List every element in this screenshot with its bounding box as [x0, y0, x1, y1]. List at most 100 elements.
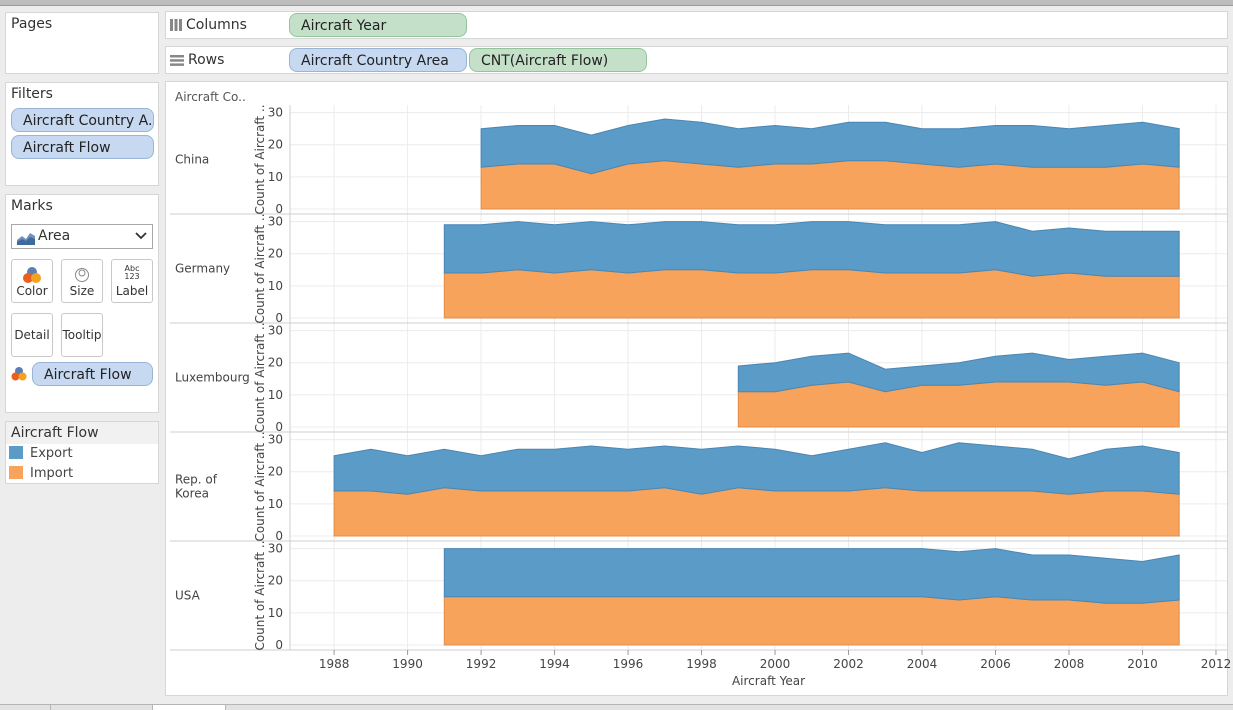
tooltip-button[interactable]: Tooltip	[61, 313, 103, 357]
y-tick-label: 0	[275, 311, 283, 325]
y-tick-label: 10	[268, 170, 283, 184]
y-axis-label: Count of Aircraft ..	[253, 322, 267, 432]
area-export[interactable]	[443, 548, 1180, 604]
x-tick-label: 2002	[833, 657, 864, 671]
sheet-tab-bar	[0, 704, 1233, 710]
marks-color-pill[interactable]: Aircraft Flow	[32, 362, 153, 386]
area-export[interactable]	[480, 118, 1180, 175]
y-tick-label: 0	[275, 638, 283, 652]
rows-shelf-label: Rows	[170, 47, 288, 73]
x-tick-label: 2006	[980, 657, 1011, 671]
y-tick-label: 30	[268, 324, 283, 338]
mark-type-value: Area	[38, 228, 71, 244]
y-tick-label: 0	[275, 529, 283, 543]
y-tick-label: 10	[268, 388, 283, 402]
y-axis-label: Count of Aircraft ..	[253, 431, 267, 541]
tooltip-button-label: Tooltip	[62, 328, 102, 342]
sheet-tab[interactable]	[50, 705, 51, 710]
x-tick-label: 2008	[1054, 657, 1085, 671]
panel-3: 0 10 20 30 Rep. of Korea Count of Aircraft ..	[170, 431, 1227, 543]
y-tick-label: 10	[268, 279, 283, 293]
pages-title: Pages	[11, 16, 53, 32]
mark-type-dropdown[interactable]: Area	[11, 224, 153, 249]
detail-button-label: Detail	[14, 328, 50, 342]
x-tick-label: 1988	[319, 657, 350, 671]
panel-4: 0 10 20 30 USA Count of Aircraft ..	[170, 540, 1227, 652]
area-import[interactable]	[443, 596, 1180, 646]
columns-shelf-label: Columns	[170, 12, 288, 38]
chevron-down-icon	[135, 226, 147, 254]
row-country-label: China	[175, 153, 209, 167]
x-tick-label: 1990	[392, 657, 423, 671]
rows-pill-country-area[interactable]: Aircraft Country Area	[289, 48, 467, 72]
x-tick-label: 2010	[1127, 657, 1158, 671]
legend-swatch-import	[9, 466, 23, 479]
sheet-tab[interactable]	[152, 705, 226, 710]
rows-shelf[interactable]: Rows Aircraft Country Area CNT(Aircraft …	[165, 46, 1228, 74]
rows-pill-cnt-flow[interactable]: CNT(Aircraft Flow)	[469, 48, 647, 72]
y-tick-label: 0	[275, 202, 283, 216]
legend-item-export[interactable]: Export	[9, 446, 73, 461]
y-axis-label: Count of Aircraft ..	[253, 213, 267, 323]
x-tick-label: 1992	[466, 657, 497, 671]
panel-1: 0 10 20 30 Germany Count of Aircraft ..	[170, 213, 1227, 325]
y-tick-label: 30	[268, 106, 283, 120]
y-tick-label: 0	[275, 420, 283, 434]
y-tick-label: 30	[268, 433, 283, 447]
area-import[interactable]	[333, 487, 1180, 537]
filter-pill-country[interactable]: Aircraft Country A..	[11, 108, 154, 132]
y-axis-label: Count of Aircraft ..	[253, 104, 267, 214]
x-tick-label: 2004	[907, 657, 938, 671]
row-country-label: USA	[175, 589, 201, 603]
size-icon	[62, 266, 102, 284]
x-tick-label: 2012	[1201, 657, 1232, 671]
legend-label-import: Import	[30, 466, 74, 481]
label-icon: Abc 123	[124, 264, 140, 281]
row-country-label: Germany	[175, 262, 230, 276]
legend-swatch-export	[9, 446, 23, 459]
legend-item-import[interactable]: Import	[9, 466, 73, 481]
y-tick-label: 20	[268, 356, 283, 370]
area-chart-icon	[17, 230, 35, 253]
pages-panel: Pages	[5, 12, 159, 74]
filters-title: Filters	[11, 86, 53, 102]
x-tick-label: 1998	[686, 657, 717, 671]
detail-button[interactable]: Detail	[11, 313, 53, 357]
columns-icon	[170, 19, 182, 31]
size-button[interactable]: Size	[61, 259, 103, 303]
area-export[interactable]	[443, 221, 1180, 277]
y-tick-label: 10	[268, 606, 283, 620]
area-import[interactable]	[443, 269, 1180, 319]
x-axis-label: Aircraft Year	[732, 674, 805, 688]
filter-pill-flow[interactable]: Aircraft Flow	[11, 135, 154, 159]
row-country-label: Luxembourg	[175, 371, 250, 385]
marks-title: Marks	[11, 198, 53, 214]
rows-icon	[170, 54, 184, 66]
filters-panel: Filters Aircraft Country A.. Aircraft Fl…	[5, 82, 159, 186]
y-tick-label: 30	[268, 215, 283, 229]
columns-shelf[interactable]: Columns Aircraft Year	[165, 11, 1228, 39]
panel-0: 0 10 20 30 China Count of Aircraft ..	[170, 104, 1227, 216]
area-export[interactable]	[737, 352, 1180, 393]
x-tick-label: 2000	[760, 657, 791, 671]
size-button-label: Size	[69, 284, 95, 298]
color-button[interactable]: Color	[11, 259, 53, 303]
label-button[interactable]: Abc 123 Label	[111, 259, 153, 303]
color-field-icon	[11, 366, 27, 386]
area-export[interactable]	[333, 442, 1180, 495]
legend-label-export: Export	[30, 446, 73, 461]
columns-pill-aircraft-year[interactable]: Aircraft Year	[289, 13, 467, 37]
y-tick-label: 20	[268, 138, 283, 152]
legend-panel: Aircraft Flow	[5, 421, 159, 484]
row-country-label: Rep. of Korea	[175, 473, 218, 501]
color-icon	[12, 266, 52, 284]
x-tick-label: 1994	[539, 657, 570, 671]
row-header-label: Aircraft Co..	[175, 90, 246, 104]
y-tick-label: 20	[268, 247, 283, 261]
label-button-label: Label	[115, 284, 149, 298]
panel-2: 0 10 20 30 Luxembourg Count of Aircraft ..	[170, 322, 1227, 434]
legend-title: Aircraft Flow	[6, 422, 158, 444]
y-axis-label: Count of Aircraft ..	[253, 540, 267, 650]
color-button-label: Color	[16, 284, 48, 298]
area-import[interactable]	[737, 381, 1180, 428]
